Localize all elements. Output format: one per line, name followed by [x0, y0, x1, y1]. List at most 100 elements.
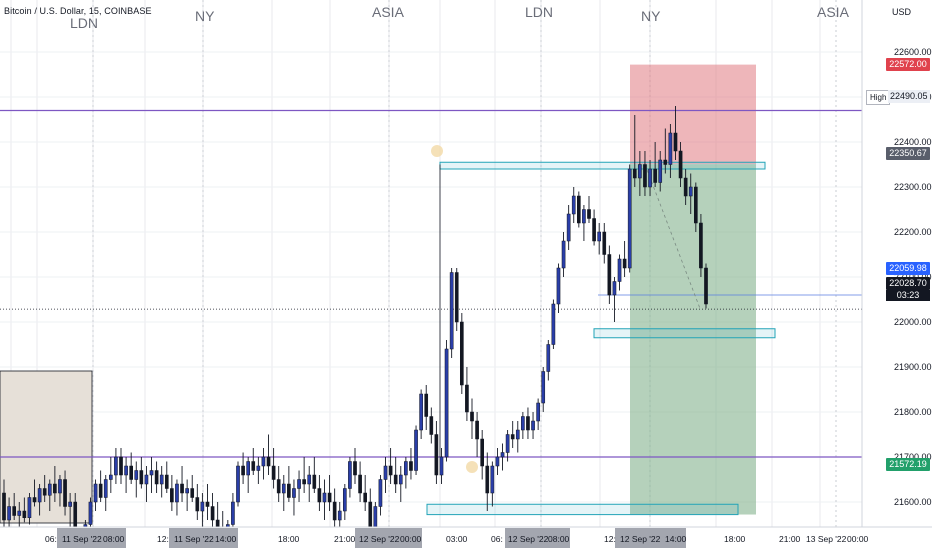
candle-body: [602, 231, 607, 255]
session-range-box: [0, 370, 93, 524]
candle-body: [251, 461, 256, 471]
candle-body: [480, 438, 485, 467]
candle-body: [561, 240, 566, 269]
candle-body: [668, 132, 673, 165]
time-axis-highlight: [505, 528, 570, 548]
candle-body: [281, 483, 286, 494]
candle-body: [68, 501, 72, 507]
candle-body: [597, 231, 602, 242]
candle-body: [210, 506, 215, 521]
time-tick-label: 18:00: [278, 534, 300, 544]
candle-body: [7, 506, 11, 521]
candle-body: [617, 258, 622, 282]
time-axis-highlight: [355, 528, 422, 548]
candle-body: [470, 411, 474, 422]
high-label: High: [866, 90, 891, 105]
candle-body: [261, 456, 266, 467]
candle-body: [205, 501, 210, 507]
time-tick-label: 21:00: [334, 534, 356, 544]
candle-body: [704, 267, 708, 305]
candle-body: [124, 465, 128, 476]
candle-body: [495, 456, 500, 467]
candle-body: [653, 168, 657, 183]
stop-loss-zone[interactable]: [630, 64, 756, 165]
target-price-tag[interactable]: 21572.19: [886, 458, 930, 471]
demand-zone[interactable]: [593, 328, 776, 339]
price-tick-label: 21600.00: [894, 497, 932, 507]
price-tick-label: 22200.00: [894, 227, 932, 237]
take-profit-zone[interactable]: [630, 164, 756, 515]
candle-body: [322, 492, 327, 503]
session-label: NY: [195, 8, 215, 24]
entry-price-tag[interactable]: 22350.67: [886, 147, 930, 160]
time-axis[interactable]: 06: 11 Sep '22 08:00 12: 11 Sep '22 14:00 18:0…: [0, 526, 932, 550]
time-tick-label: 12 Sep '22: [620, 534, 661, 544]
candle-body: [378, 479, 383, 507]
time-axis-highlight: [797, 528, 867, 548]
horizontal-levels[interactable]: [0, 109, 862, 458]
candle-body: [414, 429, 418, 471]
candle-body: [103, 479, 108, 498]
candle-body: [693, 186, 698, 224]
time-tick-label: 14:00: [665, 534, 687, 544]
candle-body: [12, 506, 17, 516]
candle-body: [266, 456, 271, 467]
candle-body: [190, 488, 195, 498]
price-tick-label: 22400.00: [894, 137, 932, 147]
candle-body: [404, 461, 408, 476]
candle-body: [276, 479, 281, 494]
line-price-tag[interactable]: 22059.98: [886, 262, 930, 275]
candle-body: [683, 177, 688, 197]
session-label: LDN: [525, 4, 554, 20]
candle-body: [159, 474, 164, 485]
candle-body: [241, 465, 245, 476]
candle-body: [556, 267, 561, 305]
time-tick-label: 11 Sep '22: [174, 534, 214, 544]
candle-body: [302, 479, 306, 485]
candle-body: [154, 470, 159, 485]
candle-body: [185, 488, 189, 494]
candle-body: [622, 258, 627, 269]
candle-body: [643, 164, 647, 188]
candle-body: [17, 510, 22, 516]
price-tick-label: 22600.00: [894, 47, 932, 57]
candle-body: [454, 272, 459, 323]
candle-body: [246, 461, 251, 476]
candle-body: [521, 416, 525, 431]
candle-body: [566, 213, 571, 242]
demand-zone[interactable]: [426, 503, 739, 516]
swing-low-marker: [466, 461, 478, 473]
candle-body: [638, 164, 642, 179]
candle-body: [134, 470, 139, 480]
candle-body: [526, 416, 530, 431]
candle-body: [536, 402, 540, 422]
candle-body: [47, 483, 52, 496]
candle-body: [312, 474, 317, 489]
candle-body: [576, 195, 581, 224]
symbol-title: Bitcoin / U.S. Dollar, 15, COINBASE: [4, 6, 152, 16]
swing-markers: [431, 145, 478, 473]
session-label: LDN: [70, 15, 99, 31]
candle-body: [119, 456, 123, 476]
candle-body: [393, 474, 398, 485]
candle-body: [307, 474, 312, 485]
stop-price-tag[interactable]: 22572.00: [886, 58, 930, 71]
demand-zone[interactable]: [439, 161, 766, 170]
candle-body: [37, 488, 42, 503]
candle-body: [342, 488, 347, 512]
candle-body: [444, 348, 449, 458]
candle-body: [699, 222, 703, 269]
candle-body: [200, 501, 205, 512]
time-tick-label: 12:: [604, 534, 616, 544]
candle-body: [434, 434, 439, 476]
demand-zones[interactable]: [426, 161, 776, 516]
candle-body: [236, 465, 240, 503]
last-price-tag[interactable]: 22028.70: [886, 277, 930, 290]
currency-label: USD: [892, 7, 912, 17]
time-tick-label: 11 Sep '22: [62, 534, 102, 544]
time-tick-label: 03:00: [446, 534, 468, 544]
candle-body: [571, 195, 576, 215]
candle-body: [164, 474, 169, 489]
